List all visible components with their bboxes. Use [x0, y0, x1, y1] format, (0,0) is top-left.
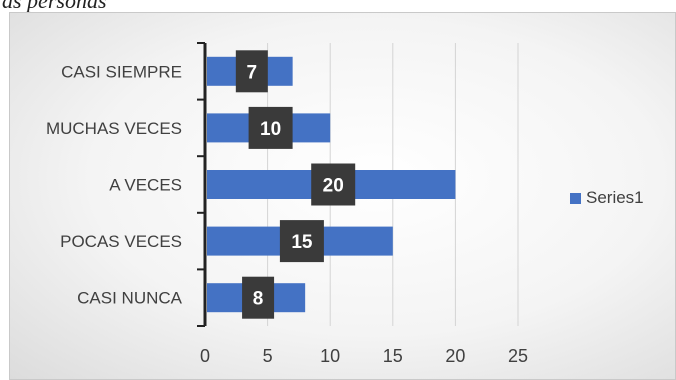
data-label: 8 [253, 289, 264, 310]
data-label: 7 [247, 62, 258, 83]
value-axis-tick-labels: 0 5 10 15 20 25 [200, 346, 528, 366]
data-label: 15 [291, 232, 313, 253]
x-tick-label: 20 [445, 346, 465, 366]
legend-swatch [570, 193, 581, 204]
x-tick-label: 10 [320, 346, 340, 366]
category-label: A VECES [109, 176, 182, 195]
category-label: POCAS VECES [60, 232, 182, 251]
category-label: CASI SIEMPRE [61, 62, 182, 81]
data-label: 10 [260, 119, 281, 140]
category-axis [197, 43, 205, 326]
legend-label: Series1 [586, 188, 644, 208]
category-label: CASI NUNCA [77, 289, 183, 308]
x-tick-label: 25 [508, 346, 528, 366]
category-label: MUCHAS VECES [46, 119, 182, 138]
x-tick-label: 5 [263, 346, 273, 366]
category-labels: CASI NUNCA POCAS VECES A VECES MUCHAS VECES… [46, 62, 183, 307]
chart-area: CASI NUNCA POCAS VECES A VECES MUCHAS VECES… [9, 12, 676, 380]
x-tick-label: 15 [383, 346, 403, 366]
x-tick-label: 0 [200, 346, 210, 366]
data-label: 20 [323, 176, 344, 197]
legend: Series1 [570, 188, 644, 208]
